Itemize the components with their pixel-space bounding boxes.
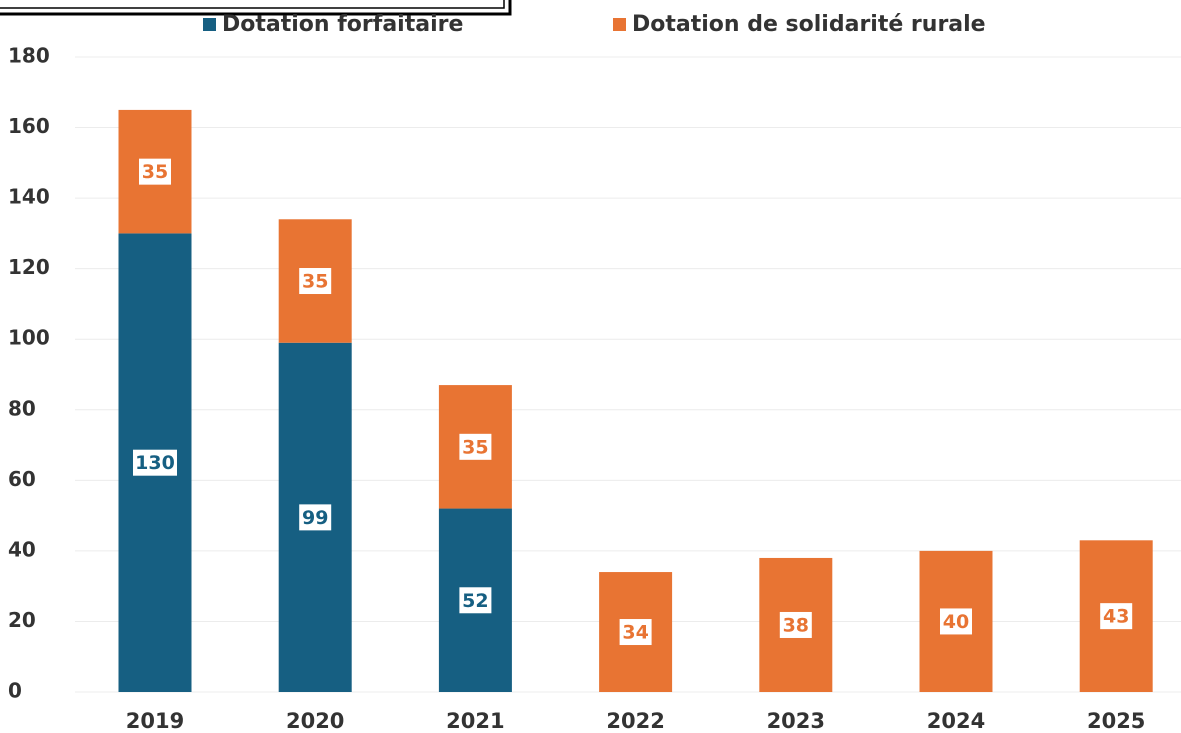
overlay-box-inner — [0, 0, 505, 9]
value-label: 130 — [135, 452, 175, 474]
x-tick-label: 2022 — [606, 709, 664, 733]
y-tick-label: 100 — [8, 326, 50, 350]
value-label: 34 — [622, 622, 648, 644]
value-label: 35 — [462, 436, 488, 458]
x-tick-label: 2020 — [286, 709, 344, 733]
x-tick-label: 2021 — [446, 709, 504, 733]
value-label-box — [133, 449, 177, 476]
value-label: 99 — [302, 507, 328, 529]
y-tick-label: 0 — [8, 679, 22, 703]
value-label-box — [940, 608, 972, 635]
value-label: 38 — [783, 614, 809, 636]
value-label-box — [299, 504, 332, 531]
legend-label: Dotation de solidarité rurale — [632, 12, 986, 37]
value-label-box — [299, 268, 332, 295]
y-tick-label: 60 — [8, 467, 36, 491]
y-tick-label: 20 — [8, 608, 36, 632]
value-label: 40 — [943, 611, 969, 633]
value-label-box — [619, 619, 652, 646]
y-tick-label: 180 — [8, 44, 50, 68]
legend-label: Dotation forfaitaire — [222, 12, 463, 37]
legend-swatch — [203, 18, 216, 31]
y-tick-label: 160 — [8, 114, 50, 138]
value-label: 35 — [142, 161, 168, 183]
overlay-box — [0, 0, 512, 16]
y-tick-label: 80 — [8, 396, 36, 420]
value-label: 35 — [302, 271, 328, 293]
legend-swatch — [613, 18, 626, 31]
value-label: 52 — [462, 590, 488, 612]
x-tick-label: 2024 — [927, 709, 985, 733]
value-label-box — [459, 433, 492, 460]
x-tick-label: 2025 — [1087, 709, 1145, 733]
y-tick-label: 40 — [8, 537, 36, 561]
value-label-box — [779, 611, 812, 638]
value-label-box — [1100, 603, 1133, 630]
y-tick-label: 120 — [8, 255, 50, 279]
y-tick-label: 140 — [8, 185, 50, 209]
x-tick-label: 2023 — [767, 709, 825, 733]
value-label-box — [459, 587, 492, 614]
value-label-box — [139, 158, 171, 185]
x-tick-label: 2019 — [126, 709, 184, 733]
value-label: 43 — [1103, 606, 1129, 628]
